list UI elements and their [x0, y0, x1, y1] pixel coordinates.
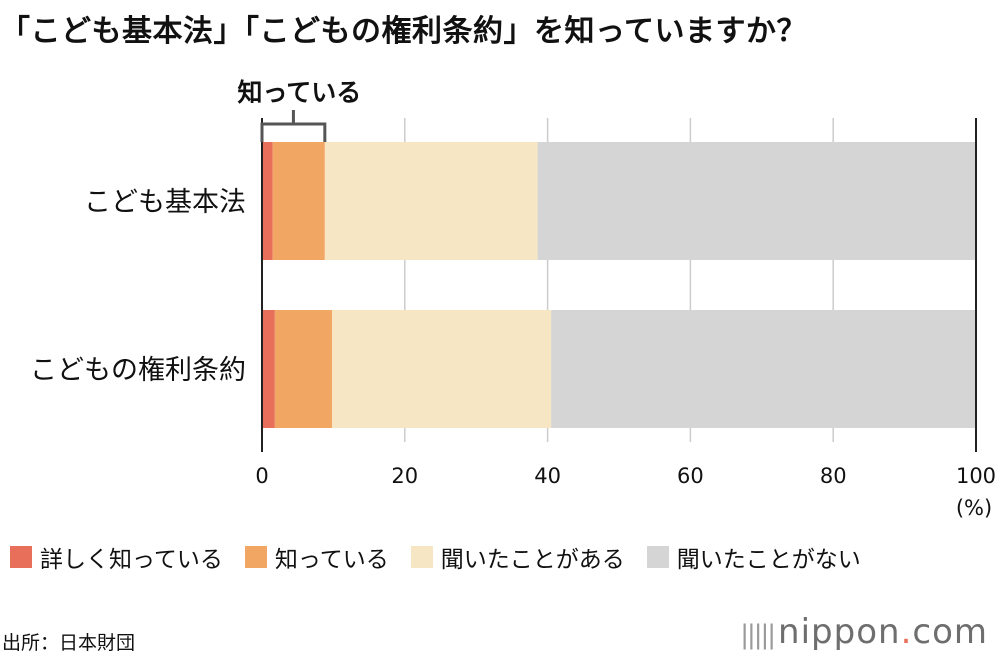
legend-swatch-know: [244, 546, 267, 568]
brand-name: nippon: [778, 612, 901, 652]
legend: 詳しく知っている 知っている 聞いたことがある 聞いたことがない: [10, 540, 883, 574]
category-label-0: こども基本法: [84, 187, 246, 218]
legend-item-never: 聞いたことがない: [646, 540, 861, 574]
brand-mark-icon: |||||: [740, 620, 776, 650]
bar-0-0: [262, 142, 273, 260]
legend-item-know: 知っている: [244, 540, 389, 574]
bar-0-3: [537, 142, 976, 260]
source-note: 出所：日本財団: [2, 632, 136, 654]
bar-1-1: [274, 310, 332, 428]
brand-logo: ||||| nippon.com: [740, 612, 988, 652]
bar-1-2: [331, 310, 552, 428]
legend-label-never: 聞いたことがない: [676, 547, 861, 573]
brand-dot: .: [900, 612, 913, 652]
bar-1-3: [551, 310, 976, 428]
tick-label-1: 20: [391, 464, 418, 488]
tick-label-4: 80: [820, 464, 847, 488]
legend-label-heard: 聞いたことがある: [440, 547, 625, 573]
legend-item-heard: 聞いたことがある: [410, 540, 625, 574]
legend-label-know: 知っている: [274, 547, 389, 573]
bar-0-2: [324, 142, 538, 260]
brand-tld: com: [912, 612, 988, 652]
legend-swatch-never: [646, 546, 669, 568]
bar-1-0: [262, 310, 275, 428]
chart-title: 「こども基本法」「こどもの権利条約」を知っていますか？: [0, 14, 807, 49]
tick-label-3: 60: [677, 464, 704, 488]
legend-swatch-heard: [410, 546, 433, 568]
legend-label-detailed: 詳しく知っている: [40, 547, 223, 573]
annotation-label: 知っている: [238, 78, 362, 107]
bar-0-1: [272, 142, 325, 260]
tick-label-2: 40: [534, 464, 561, 488]
tick-label-5: 100: [956, 464, 996, 488]
axis-unit-label: (%): [956, 496, 992, 520]
legend-swatch-detailed: [10, 546, 32, 568]
tick-label-0: 0: [255, 464, 268, 488]
category-label-1: こどもの権利条約: [30, 355, 246, 386]
legend-item-detailed: 詳しく知っている: [10, 540, 223, 574]
annotation-bracket: [260, 122, 327, 142]
